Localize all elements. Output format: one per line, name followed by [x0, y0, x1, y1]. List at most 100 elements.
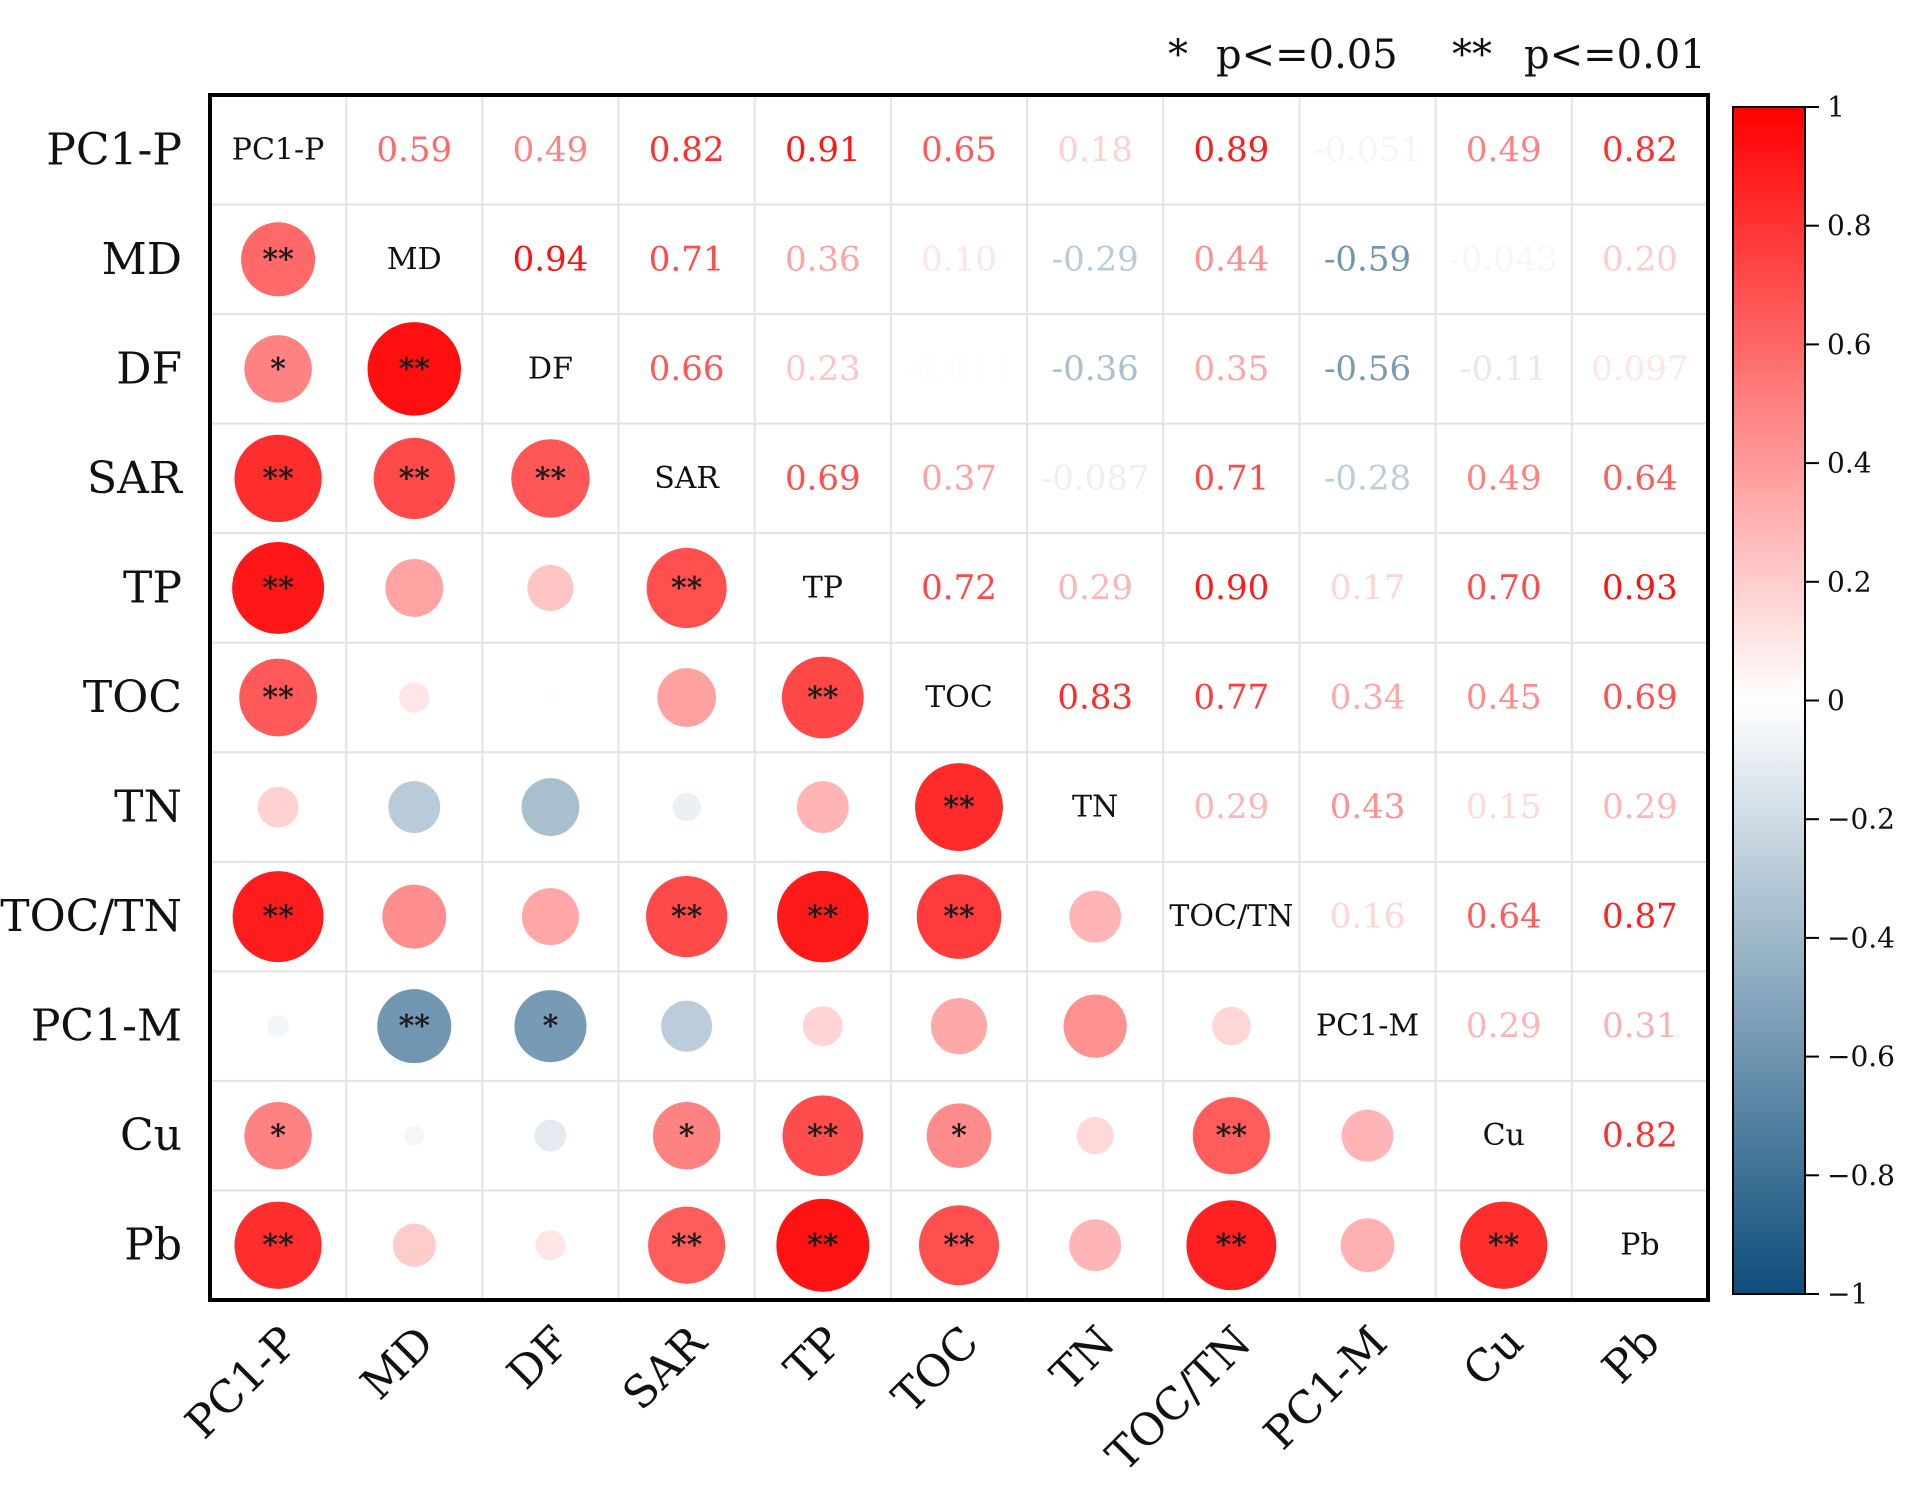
- column-label-pc1-p: PC1-P: [176, 1317, 308, 1449]
- correlation-circle: [802, 1006, 843, 1047]
- correlation-value: 0.43: [1330, 787, 1406, 827]
- row-label-df: DF: [116, 343, 182, 394]
- correlation-circle: [1076, 1117, 1114, 1155]
- correlation-value: 0.69: [785, 458, 861, 498]
- correlation-value: -0.29: [1052, 239, 1139, 279]
- correlation-circle: [514, 990, 587, 1063]
- correlation-circle: [918, 1205, 1000, 1286]
- correlation-value: 0.90: [1194, 568, 1270, 608]
- correlation-value: 0.37: [921, 458, 997, 498]
- correlation-value: 0.93: [1602, 568, 1678, 608]
- correlation-value: 0.15: [1466, 787, 1542, 827]
- diagonal-label-df: DF: [528, 351, 573, 386]
- correlation-circle: [232, 871, 324, 963]
- correlation-value: 0.94: [513, 239, 589, 279]
- colorbar-tick-label: −1: [1827, 1278, 1868, 1311]
- legend-single-star-text: p<=0.05: [1216, 32, 1398, 78]
- correlation-circle: [646, 875, 728, 958]
- correlation-value: 0.65: [921, 130, 997, 170]
- column-label-sar: SAR: [613, 1315, 718, 1420]
- correlation-value: 0.10: [921, 239, 997, 279]
- correlation-circle: [367, 322, 462, 416]
- significance-stars: **: [262, 461, 294, 496]
- correlation-circle: [1069, 890, 1122, 943]
- row-label-toc-tn: TOC/TN: [0, 891, 182, 942]
- correlation-value: 0.20: [1602, 239, 1678, 279]
- significance-stars: **: [1216, 1228, 1248, 1263]
- column-label-toc: TOC: [883, 1317, 989, 1423]
- colorbar-tick-label: −0.8: [1827, 1159, 1895, 1192]
- correlation-value: 0.097: [1591, 349, 1688, 389]
- significance-stars: **: [807, 1228, 839, 1263]
- column-label-cu: Cu: [1454, 1317, 1534, 1397]
- correlation-value: 0.71: [649, 239, 725, 279]
- colorbar-tick-label: 0.2: [1827, 565, 1872, 598]
- row-label-pb: Pb: [124, 1220, 182, 1271]
- correlation-circle: [1341, 1109, 1394, 1162]
- correlation-circle: [404, 1125, 425, 1146]
- diagonal-label-pb: Pb: [1620, 1228, 1659, 1263]
- correlation-circle: [672, 792, 701, 822]
- significance-stars: **: [262, 1228, 294, 1263]
- correlation-circle: [1212, 1006, 1251, 1046]
- diagonal-label-tp: TP: [803, 570, 843, 605]
- correlation-circle: [1340, 1218, 1395, 1273]
- significance-stars: **: [807, 900, 839, 935]
- correlation-value: 0.31: [1602, 1006, 1678, 1046]
- row-label-sar: SAR: [87, 453, 184, 504]
- correlation-circle: [1069, 1219, 1122, 1272]
- correlation-circle: [1186, 1200, 1277, 1291]
- colorbar-tick-label: −0.4: [1827, 921, 1895, 954]
- significance-stars: **: [671, 1228, 703, 1263]
- correlation-value: 0.35: [1194, 349, 1270, 389]
- correlation-circle: [1192, 1097, 1270, 1175]
- correlation-value: -0.051: [1313, 130, 1422, 170]
- correlation-value: 0.29: [1602, 787, 1678, 827]
- correlation-value: 0.71: [1194, 458, 1270, 498]
- correlation-circle: [521, 778, 580, 836]
- column-label-df: DF: [498, 1317, 581, 1400]
- significance-stars: **: [399, 1009, 431, 1044]
- correlation-circle: [511, 439, 590, 518]
- correlation-circle: [534, 1119, 567, 1152]
- correlation-circle: [385, 559, 444, 617]
- diagonal-label-md: MD: [387, 242, 442, 277]
- column-label-tp: TP: [775, 1317, 853, 1395]
- correlation-circle: [373, 437, 455, 520]
- correlation-value: 0.34: [1330, 678, 1406, 718]
- correlation-circle: [796, 781, 849, 834]
- correlation-value: 0.91: [785, 130, 861, 170]
- correlation-circle: [535, 1230, 566, 1261]
- correlation-circle: [392, 1223, 436, 1267]
- correlation-value: -0.56: [1324, 349, 1411, 389]
- correlation-circle: [521, 888, 579, 946]
- column-label-pc1-m: PC1-M: [1254, 1317, 1397, 1460]
- correlation-value: 0.59: [376, 130, 452, 170]
- correlation-value: 0.64: [1466, 897, 1542, 937]
- significance-stars: *: [951, 1119, 967, 1154]
- colorbar-tick-label: −0.6: [1827, 1040, 1895, 1073]
- correlation-circle: [930, 998, 988, 1055]
- correlation-value: 0.77: [1194, 678, 1270, 718]
- colorbar-tick-label: 0.8: [1827, 209, 1872, 242]
- correlation-value: 0.83: [1057, 678, 1133, 718]
- correlation-value: 0.17: [1330, 568, 1406, 608]
- correlation-circle: [244, 335, 312, 403]
- correlation-circle: [1460, 1201, 1548, 1289]
- correlation-value: 0.29: [1057, 568, 1133, 608]
- significance-stars: **: [807, 681, 839, 716]
- correlation-value: 0.36: [785, 239, 861, 279]
- correlation-value: 0.49: [513, 130, 589, 170]
- correlation-value: 0.29: [1194, 787, 1270, 827]
- significance-stars: **: [671, 900, 703, 935]
- correlation-circle: [234, 434, 322, 523]
- legend-double-star-text: p<=0.01: [1524, 32, 1706, 78]
- correlation-circle: [652, 1101, 721, 1170]
- correlation-value: -0.043: [1449, 239, 1558, 279]
- diagonal-label-sar: SAR: [654, 461, 720, 496]
- significance-stars: **: [399, 461, 431, 496]
- significance-stars: **: [262, 242, 294, 277]
- significance-stars: **: [943, 900, 975, 935]
- correlation-circle: [661, 1000, 713, 1052]
